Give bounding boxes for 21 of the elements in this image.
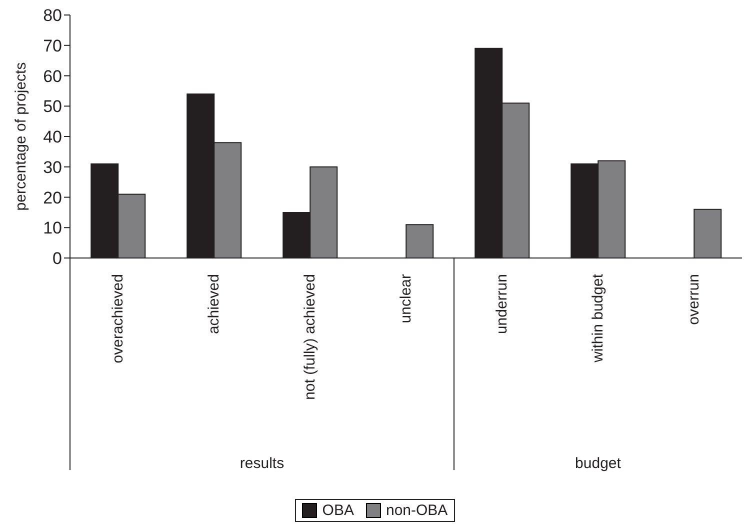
x-tick-label: overrun [686, 274, 702, 325]
x-tick-label: not (fully) achieved [302, 274, 318, 400]
x-tick-label: unclear [398, 274, 414, 324]
y-tick-label: 70 [43, 36, 62, 56]
y-tick-label: 20 [43, 188, 62, 208]
y-tick-label: 10 [43, 218, 62, 238]
legend-label: non-OBA [384, 502, 448, 519]
y-tick-label: 40 [43, 128, 62, 147]
text: budget [575, 455, 622, 472]
x-tick-label: achieved [206, 274, 222, 334]
x-tick-label: overachieved [110, 274, 126, 364]
y-tick-label: 50 [43, 97, 62, 116]
y-tick-label: 60 [43, 66, 62, 86]
y-tick-label: 80 [43, 6, 62, 26]
y-tick-label: 30 [43, 158, 62, 177]
x-tick-label: within budget [590, 273, 606, 364]
x-tick-label: underrun [494, 274, 510, 334]
legend-label: OBA [321, 502, 354, 519]
y-tick-label: 0 [52, 249, 62, 268]
text: results [240, 455, 284, 472]
y-axis-title: percentage of projects [12, 62, 30, 211]
